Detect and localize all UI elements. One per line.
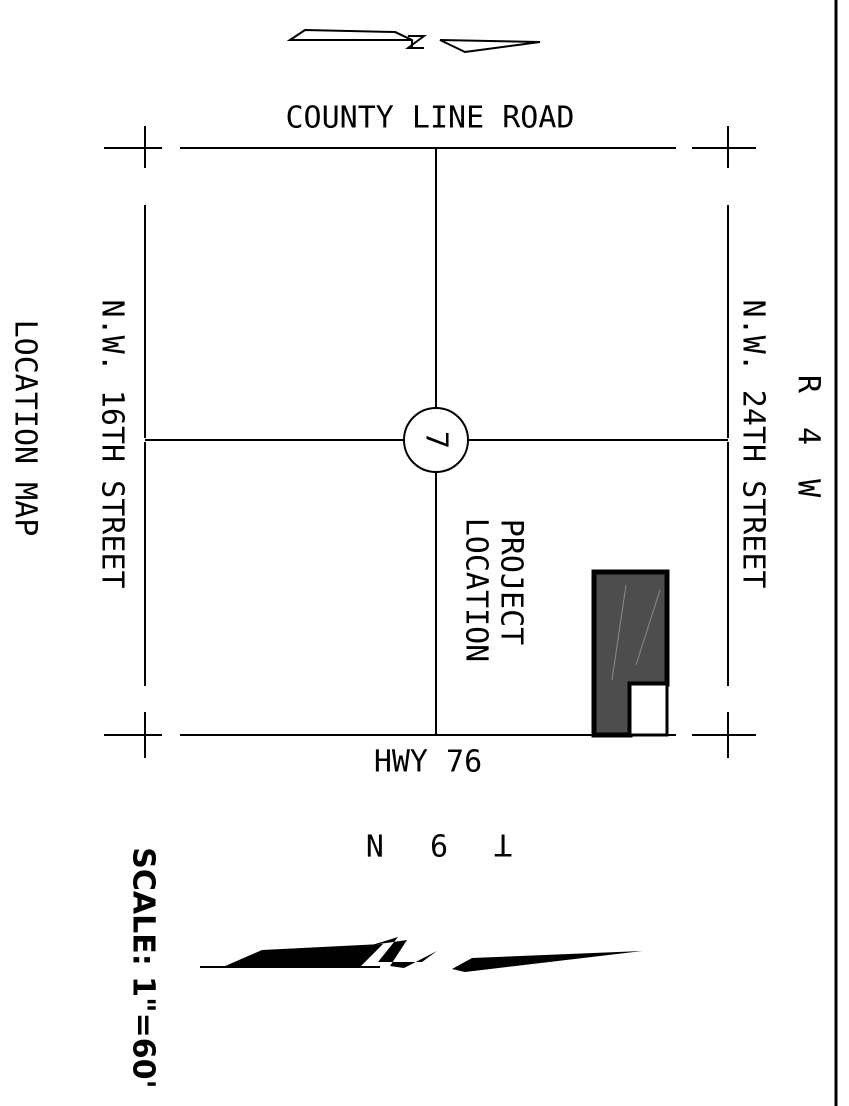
project-parcel: [591, 569, 670, 738]
project-location-line2: LOCATION: [459, 518, 494, 663]
section-corner-nw: [104, 126, 162, 168]
road-network: [104, 126, 756, 758]
range-label: R 4 W: [791, 375, 826, 505]
scale-label: SCALE: 1"=60': [126, 847, 161, 1088]
nw-24th-street-label: N.W. 24TH STREET: [736, 300, 771, 589]
county-line-road-label: COUNTY LINE ROAD: [286, 101, 575, 136]
north-arrow-top-icon: [286, 28, 541, 54]
project-location-line1: PROJECT: [494, 519, 529, 645]
map-title: LOCATION MAP: [8, 320, 43, 537]
hwy-76-label: HWY 76: [374, 745, 482, 780]
section-corner-se: [692, 712, 756, 758]
nw-16th-street-label: N.W. 16TH STREET: [95, 300, 130, 589]
township-label: T 9 N: [352, 827, 512, 862]
section-corner-ne: [692, 126, 756, 168]
highway-shield-number: 7: [419, 431, 454, 449]
route-shield-icon: 7: [403, 407, 469, 473]
north-arrow-bottom-icon: [200, 937, 642, 972]
section-corner-sw: [104, 712, 162, 758]
